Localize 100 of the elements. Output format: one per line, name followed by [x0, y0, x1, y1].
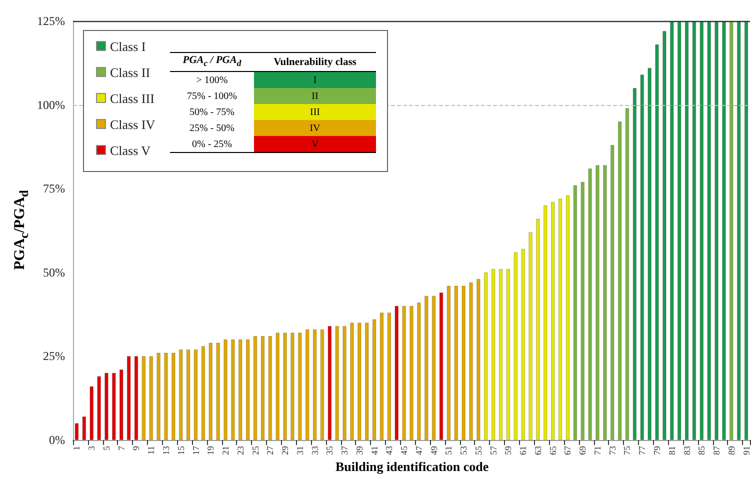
- x-tick-label: 15: [176, 446, 186, 455]
- annotation: PGA$_{c}$ / PGA$_{d}$: [170, 52, 254, 72]
- x-axis-title: Building identification code: [336, 459, 489, 475]
- annotation: > 100%: [195, 74, 229, 88]
- bar: [714, 21, 718, 440]
- x-tick-label: 73: [607, 446, 618, 455]
- x-tick-label: 89: [726, 446, 736, 455]
- x-tick-label: 3: [86, 446, 97, 450]
- bar: [588, 168, 592, 440]
- bar: [253, 336, 258, 440]
- bar: [283, 332, 287, 440]
- x-tick-label: 9: [131, 446, 142, 450]
- bar: [164, 352, 168, 440]
- bar: [492, 269, 496, 440]
- bar: [372, 319, 376, 440]
- annotation: 0% - 25%: [170, 136, 254, 153]
- x-tick-label: 33: [310, 446, 320, 455]
- bar: [216, 342, 220, 440]
- bar: [149, 356, 153, 440]
- x-tick-label: 13: [160, 446, 171, 455]
- bar: [521, 248, 525, 440]
- bar: [476, 279, 480, 440]
- bar: [290, 332, 294, 440]
- x-tick-label: 29: [280, 446, 290, 455]
- bar: [394, 306, 398, 440]
- bar: [462, 286, 466, 440]
- bar: [358, 322, 362, 440]
- x-tick-label: 63: [532, 446, 543, 455]
- bar: [544, 205, 548, 440]
- bar: [97, 376, 101, 440]
- x-tick-label: 27: [265, 446, 276, 455]
- bar: [737, 21, 741, 440]
- bar: [104, 372, 108, 440]
- bar: [730, 21, 734, 440]
- bar: [208, 342, 212, 440]
- bar: [648, 68, 652, 440]
- bar: [268, 336, 272, 440]
- x-tick-label: 37: [340, 446, 350, 455]
- x-tick-label: 77: [637, 446, 648, 455]
- x-tick-label: 51: [444, 446, 454, 455]
- y-tick-label: 25%: [43, 349, 65, 364]
- x-tick-label: 47: [414, 446, 424, 455]
- bar: [580, 182, 584, 440]
- bar: [484, 272, 488, 440]
- x-tick-label: 19: [206, 446, 216, 455]
- x-tick-label: 53: [458, 446, 469, 455]
- bar: [566, 195, 570, 440]
- bar: [670, 21, 674, 440]
- class-swatch: IV: [254, 120, 376, 136]
- x-tick-label: 11: [146, 446, 156, 455]
- bar: [350, 322, 354, 440]
- bar: [402, 306, 406, 440]
- y-tick-label: 100%: [37, 98, 65, 112]
- bar: [446, 286, 450, 440]
- legend-label: Class I: [109, 39, 146, 55]
- legend-label: Class IV: [109, 117, 156, 133]
- x-tick-label: 55: [473, 446, 484, 455]
- bar: [342, 326, 346, 440]
- bar: [74, 423, 79, 440]
- bar: [172, 352, 176, 440]
- bar: [692, 21, 696, 440]
- bar: [134, 356, 138, 440]
- bar: [625, 108, 630, 440]
- x-tick-label: 87: [712, 446, 722, 455]
- bar: [276, 332, 280, 440]
- x-tick-label: 83: [682, 446, 692, 455]
- bar: [365, 322, 369, 440]
- bar: [596, 165, 600, 440]
- bar: [640, 74, 644, 440]
- bar: [469, 282, 473, 440]
- bar: [179, 349, 183, 440]
- bar: [439, 292, 444, 440]
- x-tick-label: 61: [518, 446, 528, 455]
- class-swatch: II: [254, 88, 376, 104]
- y-tick-label: 125%: [37, 14, 65, 28]
- bar: [707, 21, 711, 440]
- bar: [573, 185, 577, 440]
- bar: [312, 329, 317, 440]
- bar: [298, 332, 302, 440]
- class-swatch: V: [254, 136, 376, 153]
- bar: [90, 386, 94, 440]
- bar: [387, 312, 391, 440]
- bar: [201, 346, 205, 440]
- bar: [603, 165, 607, 440]
- bar: [328, 326, 332, 440]
- bar: [380, 312, 384, 440]
- class-swatch: I: [254, 72, 376, 88]
- bar: [82, 416, 86, 440]
- bar: [224, 339, 228, 440]
- bar: [246, 339, 250, 440]
- x-tick-label: 45: [399, 446, 410, 455]
- bar: [678, 21, 682, 440]
- bar: [514, 252, 518, 440]
- x-tick-label: 59: [503, 446, 514, 455]
- bar: [610, 145, 614, 440]
- bar: [194, 349, 198, 440]
- x-tick-label: 41: [369, 446, 380, 455]
- bar: [410, 306, 414, 440]
- bar: [231, 339, 235, 440]
- bar: [142, 356, 146, 440]
